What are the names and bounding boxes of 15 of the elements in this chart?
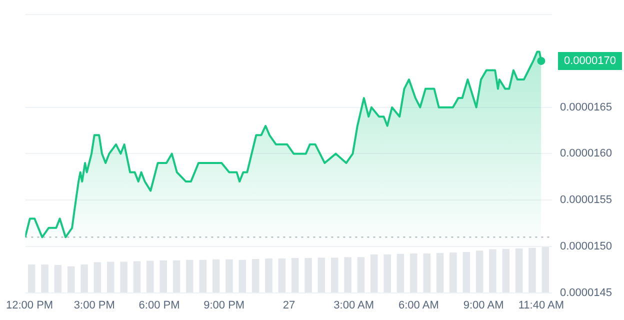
y-tick-label: 0.0000150 bbox=[560, 240, 612, 252]
x-tick-label: 27 bbox=[282, 299, 296, 312]
x-tick-label: 9:00 PM bbox=[204, 299, 245, 312]
x-tick-label: 11:40 AM bbox=[518, 299, 564, 312]
x-tick-label: 3:00 AM bbox=[334, 299, 374, 312]
y-tick-label: 0.0000145 bbox=[560, 286, 612, 299]
annotation: 0.0000170 bbox=[564, 55, 616, 67]
y-tick-label: 0.0000165 bbox=[560, 101, 612, 114]
x-tick-label: 3:00 PM bbox=[74, 299, 115, 312]
x-tick-label: 6:00 PM bbox=[138, 299, 180, 312]
y-tick-label: 0.0000160 bbox=[560, 148, 612, 160]
x-tick-label: 6:00 AM bbox=[398, 299, 439, 312]
x-tick-label: 12:00 PM bbox=[6, 299, 54, 312]
x-tick-label: 9:00 AM bbox=[463, 299, 504, 312]
y-tick-label: 0.0000155 bbox=[560, 194, 612, 206]
